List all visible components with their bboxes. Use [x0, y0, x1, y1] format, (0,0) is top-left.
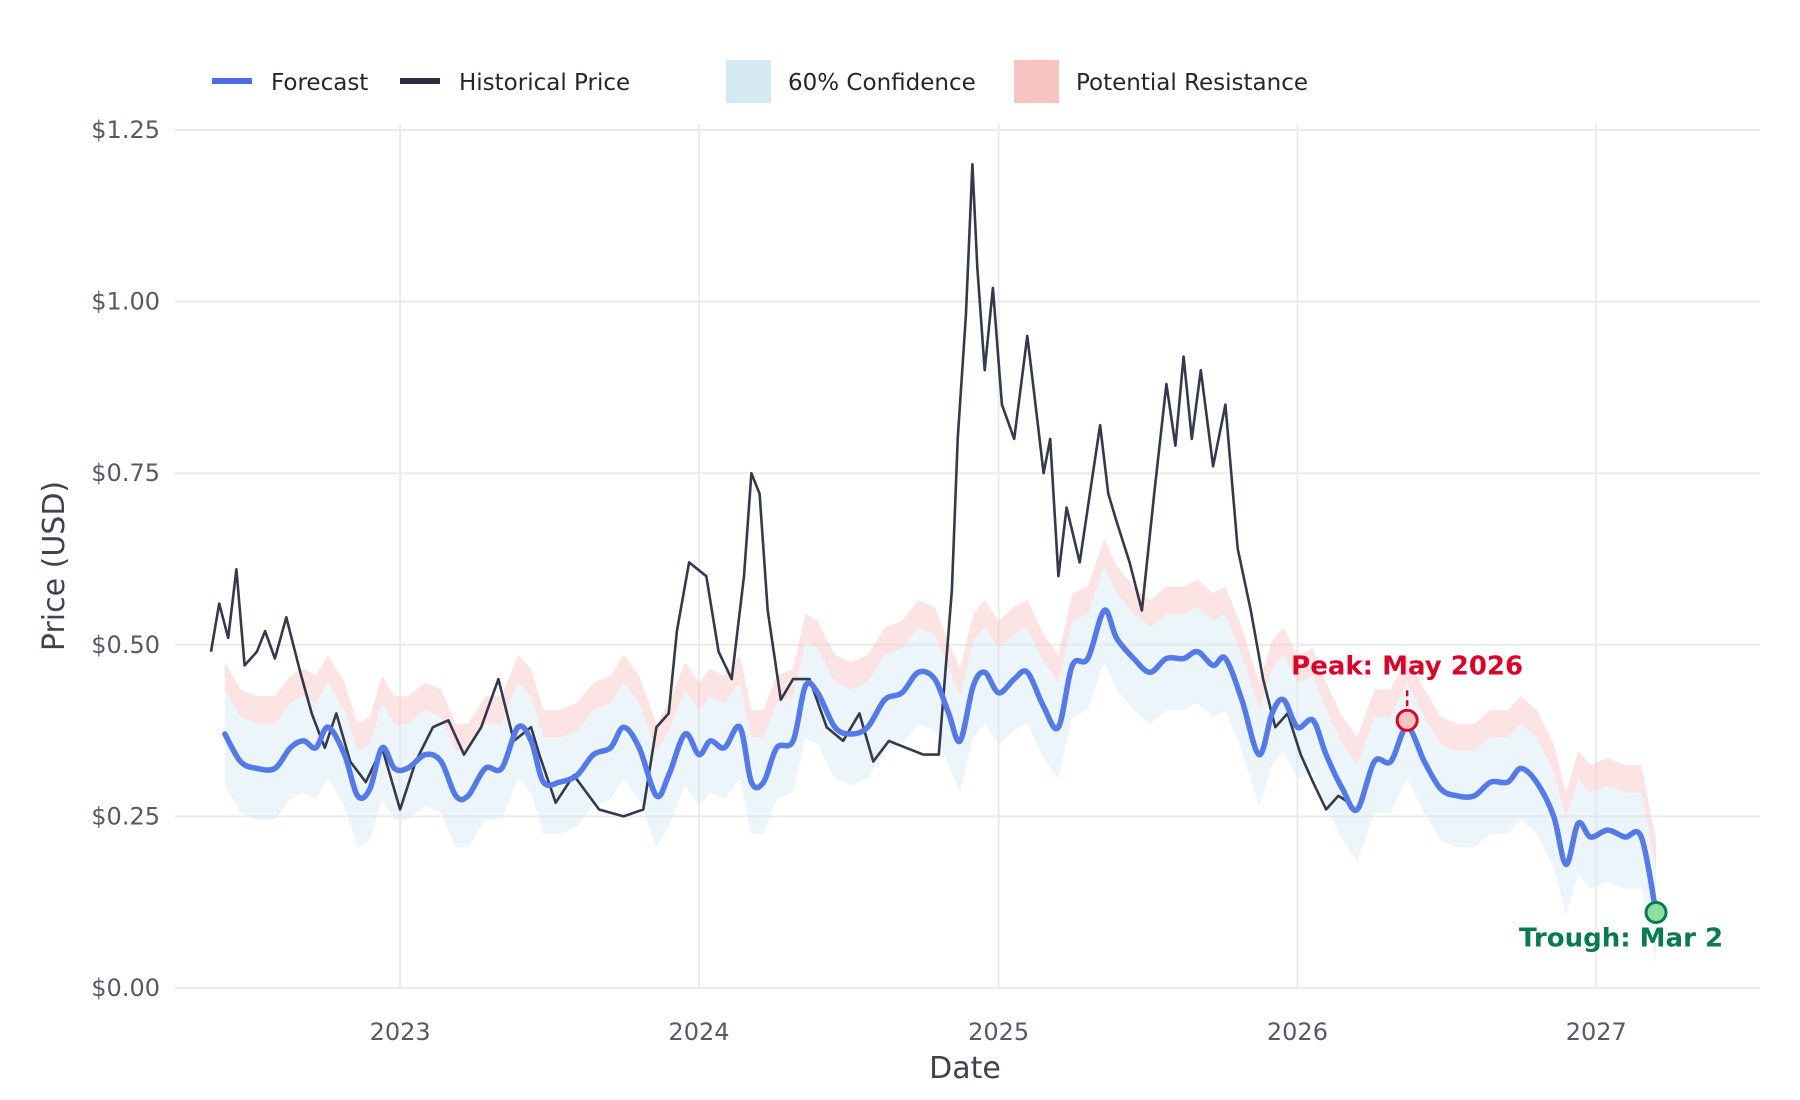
- legend-label-2: 60% Confidence: [788, 70, 976, 96]
- trough-label: Trough: Mar 2: [1519, 923, 1723, 953]
- peak-marker: [1395, 708, 1419, 732]
- annotations: Peak: May 2026 Trough: Mar 2: [1291, 651, 1723, 953]
- grid: [175, 124, 1760, 989]
- historical-price-line: [209, 163, 1350, 818]
- y-tick-label: $0.00: [91, 974, 160, 1002]
- x-axis-title: Date: [929, 1051, 1001, 1086]
- legend-swatch-2: [726, 60, 771, 103]
- peak-label: Peak: May 2026: [1291, 651, 1523, 681]
- legend: Forecast Historical Price 60% Confidence Po…: [212, 60, 1308, 103]
- y-axis-title: Price (USD): [37, 481, 72, 651]
- bands: [224, 538, 1656, 964]
- x-tick-label: 2026: [1267, 1018, 1328, 1046]
- legend-swatch-3: [1014, 60, 1059, 103]
- y-tick-label: $0.50: [91, 631, 160, 659]
- y-tick-label: $1.25: [91, 116, 160, 144]
- legend-label-0: Forecast: [271, 70, 368, 96]
- legend-label-1: Historical Price: [459, 70, 630, 96]
- x-tick-label: 2024: [668, 1018, 729, 1046]
- resistance-band: [224, 538, 1656, 868]
- x-tick-label: 2023: [370, 1018, 431, 1046]
- x-tick-labels: 2023 2024 2025 2026 2027: [370, 1018, 1627, 1046]
- y-tick-label: $0.25: [91, 802, 160, 830]
- y-tick-label: $0.75: [91, 459, 160, 487]
- x-tick-label: 2025: [968, 1018, 1029, 1046]
- x-tick-label: 2027: [1566, 1018, 1627, 1046]
- legend-label-3: Potential Resistance: [1076, 70, 1308, 96]
- trough-marker: [1644, 900, 1668, 924]
- y-tick-label: $1.00: [91, 288, 160, 316]
- y-tick-labels: $0.00 $0.25 $0.50 $0.75 $1.00 $1.25: [91, 116, 160, 1002]
